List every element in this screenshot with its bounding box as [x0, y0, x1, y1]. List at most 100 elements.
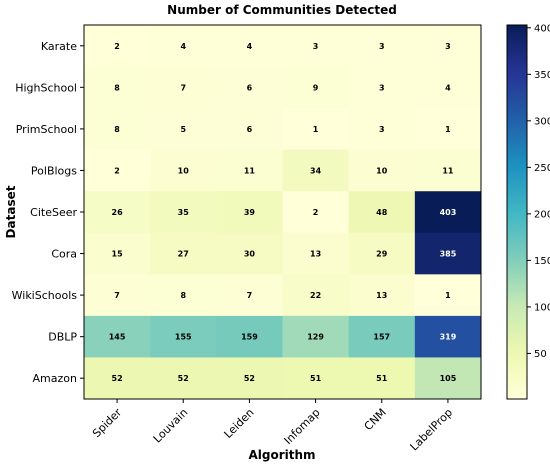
y-tick-label: CiteSeer [30, 206, 77, 219]
cell-value-label: 4 [445, 83, 451, 92]
cell-value-label: 39 [244, 208, 256, 217]
x-axis-title: Algorithm [248, 448, 315, 462]
y-tick-label: DBLP [48, 331, 77, 344]
cell-value-label: 52 [178, 374, 189, 383]
cell-value-label: 34 [310, 166, 322, 175]
cell-value-label: 52 [244, 374, 255, 383]
heatmap-cell [216, 315, 283, 358]
heatmap-cell [150, 108, 217, 151]
cell-value-label: 3 [379, 42, 385, 51]
heatmap-cell [348, 25, 416, 68]
y-tick-label: WikiSchools [12, 289, 78, 302]
cell-value-label: 10 [178, 166, 190, 175]
heatmap-cell [150, 357, 217, 400]
cell-value-label: 159 [241, 333, 258, 342]
heatmap-cell [84, 232, 151, 275]
colorbar-tick-label: 50 [534, 349, 547, 360]
heatmap-cell [216, 232, 283, 275]
cell-value-label: 3 [379, 83, 385, 92]
heatmap-cell [216, 274, 283, 317]
cell-value-label: 385 [440, 250, 457, 259]
cell-value-label: 3 [313, 42, 319, 51]
heatmap-cell [282, 315, 350, 358]
heatmap-cell [216, 191, 283, 234]
colorbar [506, 24, 528, 400]
cell-value-label: 26 [112, 208, 124, 217]
heatmap-cell [348, 315, 416, 358]
cell-value-label: 30 [244, 250, 256, 259]
cell-value-label: 1 [445, 291, 451, 300]
heatmap-cell [84, 25, 151, 68]
y-axis-title: Dataset [4, 185, 18, 238]
x-tick-label: Louvain [151, 406, 191, 446]
heatmap-cell [84, 274, 151, 317]
cell-value-label: 8 [180, 291, 186, 300]
heatmap-cell [150, 149, 217, 192]
y-tick-labels: Karate HighSchool PrimSchool PolBlogs CiteSe… [12, 40, 84, 385]
heatmap-cell [414, 357, 482, 400]
cell-value-label: 48 [376, 208, 388, 217]
cell-value-label: 2 [114, 166, 120, 175]
y-tick-label: Cora [51, 248, 77, 261]
x-tick-label: Infomap [282, 406, 323, 447]
cell-value-label: 29 [376, 250, 388, 259]
heatmap-cell [348, 149, 416, 192]
heatmap-cell [414, 108, 482, 151]
x-tick-label: LabelProp [408, 406, 455, 453]
heatmap-cell [150, 274, 217, 317]
heatmap-cell [216, 25, 283, 68]
heatmap-cell [282, 232, 350, 275]
heatmap-cell [282, 108, 350, 151]
cell-value-label: 145 [109, 333, 126, 342]
y-tick-label: HighSchool [15, 81, 77, 94]
cell-value-label: 105 [440, 374, 457, 383]
cell-value-label: 13 [310, 250, 321, 259]
cell-value-label: 51 [376, 374, 388, 383]
cell-value-label: 319 [440, 333, 457, 342]
heatmap-cell [414, 149, 482, 192]
cell-value-label: 2 [313, 208, 319, 217]
heatmap-cell [348, 108, 416, 151]
cell-value-label: 2 [114, 42, 120, 51]
heatmap-cell [348, 274, 416, 317]
x-tick-label: CNM [362, 406, 389, 433]
cell-value-label: 11 [442, 166, 454, 175]
cell-value-label: 35 [178, 208, 190, 217]
heatmap-cell [348, 232, 416, 275]
cell-value-label: 6 [247, 125, 253, 134]
cell-value-label: 52 [112, 374, 123, 383]
heatmap-cell [150, 232, 217, 275]
y-tick-label: Karate [41, 40, 77, 53]
cell-value-label: 3 [445, 42, 451, 51]
colorbar-tick-label: 400 [534, 23, 550, 34]
heatmap-cell [282, 25, 350, 68]
heatmap-cell [150, 66, 217, 109]
heatmap-cell [414, 191, 482, 234]
cell-value-label: 1 [313, 125, 319, 134]
heatmap-cell [84, 108, 151, 151]
cell-value-label: 27 [178, 250, 189, 259]
cell-value-label: 7 [180, 83, 186, 92]
heatmap-cell [84, 357, 151, 400]
cell-value-label: 5 [180, 125, 186, 134]
colorbar-tick-label: 100 [534, 302, 550, 313]
heatmap-cell [414, 66, 482, 109]
cell-value-label: 7 [247, 291, 253, 300]
heatmap-cell [348, 357, 416, 400]
cell-value-label: 403 [440, 208, 457, 217]
heatmap-cell [150, 25, 217, 68]
heatmap-cell [282, 274, 350, 317]
cell-value-label: 9 [313, 83, 319, 92]
cell-value-label: 155 [175, 333, 192, 342]
cell-value-label: 129 [307, 333, 324, 342]
heatmap-cell [282, 357, 350, 400]
colorbar-tick-label: 250 [534, 163, 550, 174]
cell-value-label: 15 [112, 250, 124, 259]
heatmap-cell [348, 66, 416, 109]
cell-value-label: 157 [373, 333, 390, 342]
y-tick-label: Amazon [33, 372, 77, 385]
x-tick-labels: Spider Louvain Leiden Infomap CNM LabelProp [90, 399, 455, 453]
cell-value-label: 6 [247, 83, 253, 92]
heatmap-cell [282, 149, 350, 192]
